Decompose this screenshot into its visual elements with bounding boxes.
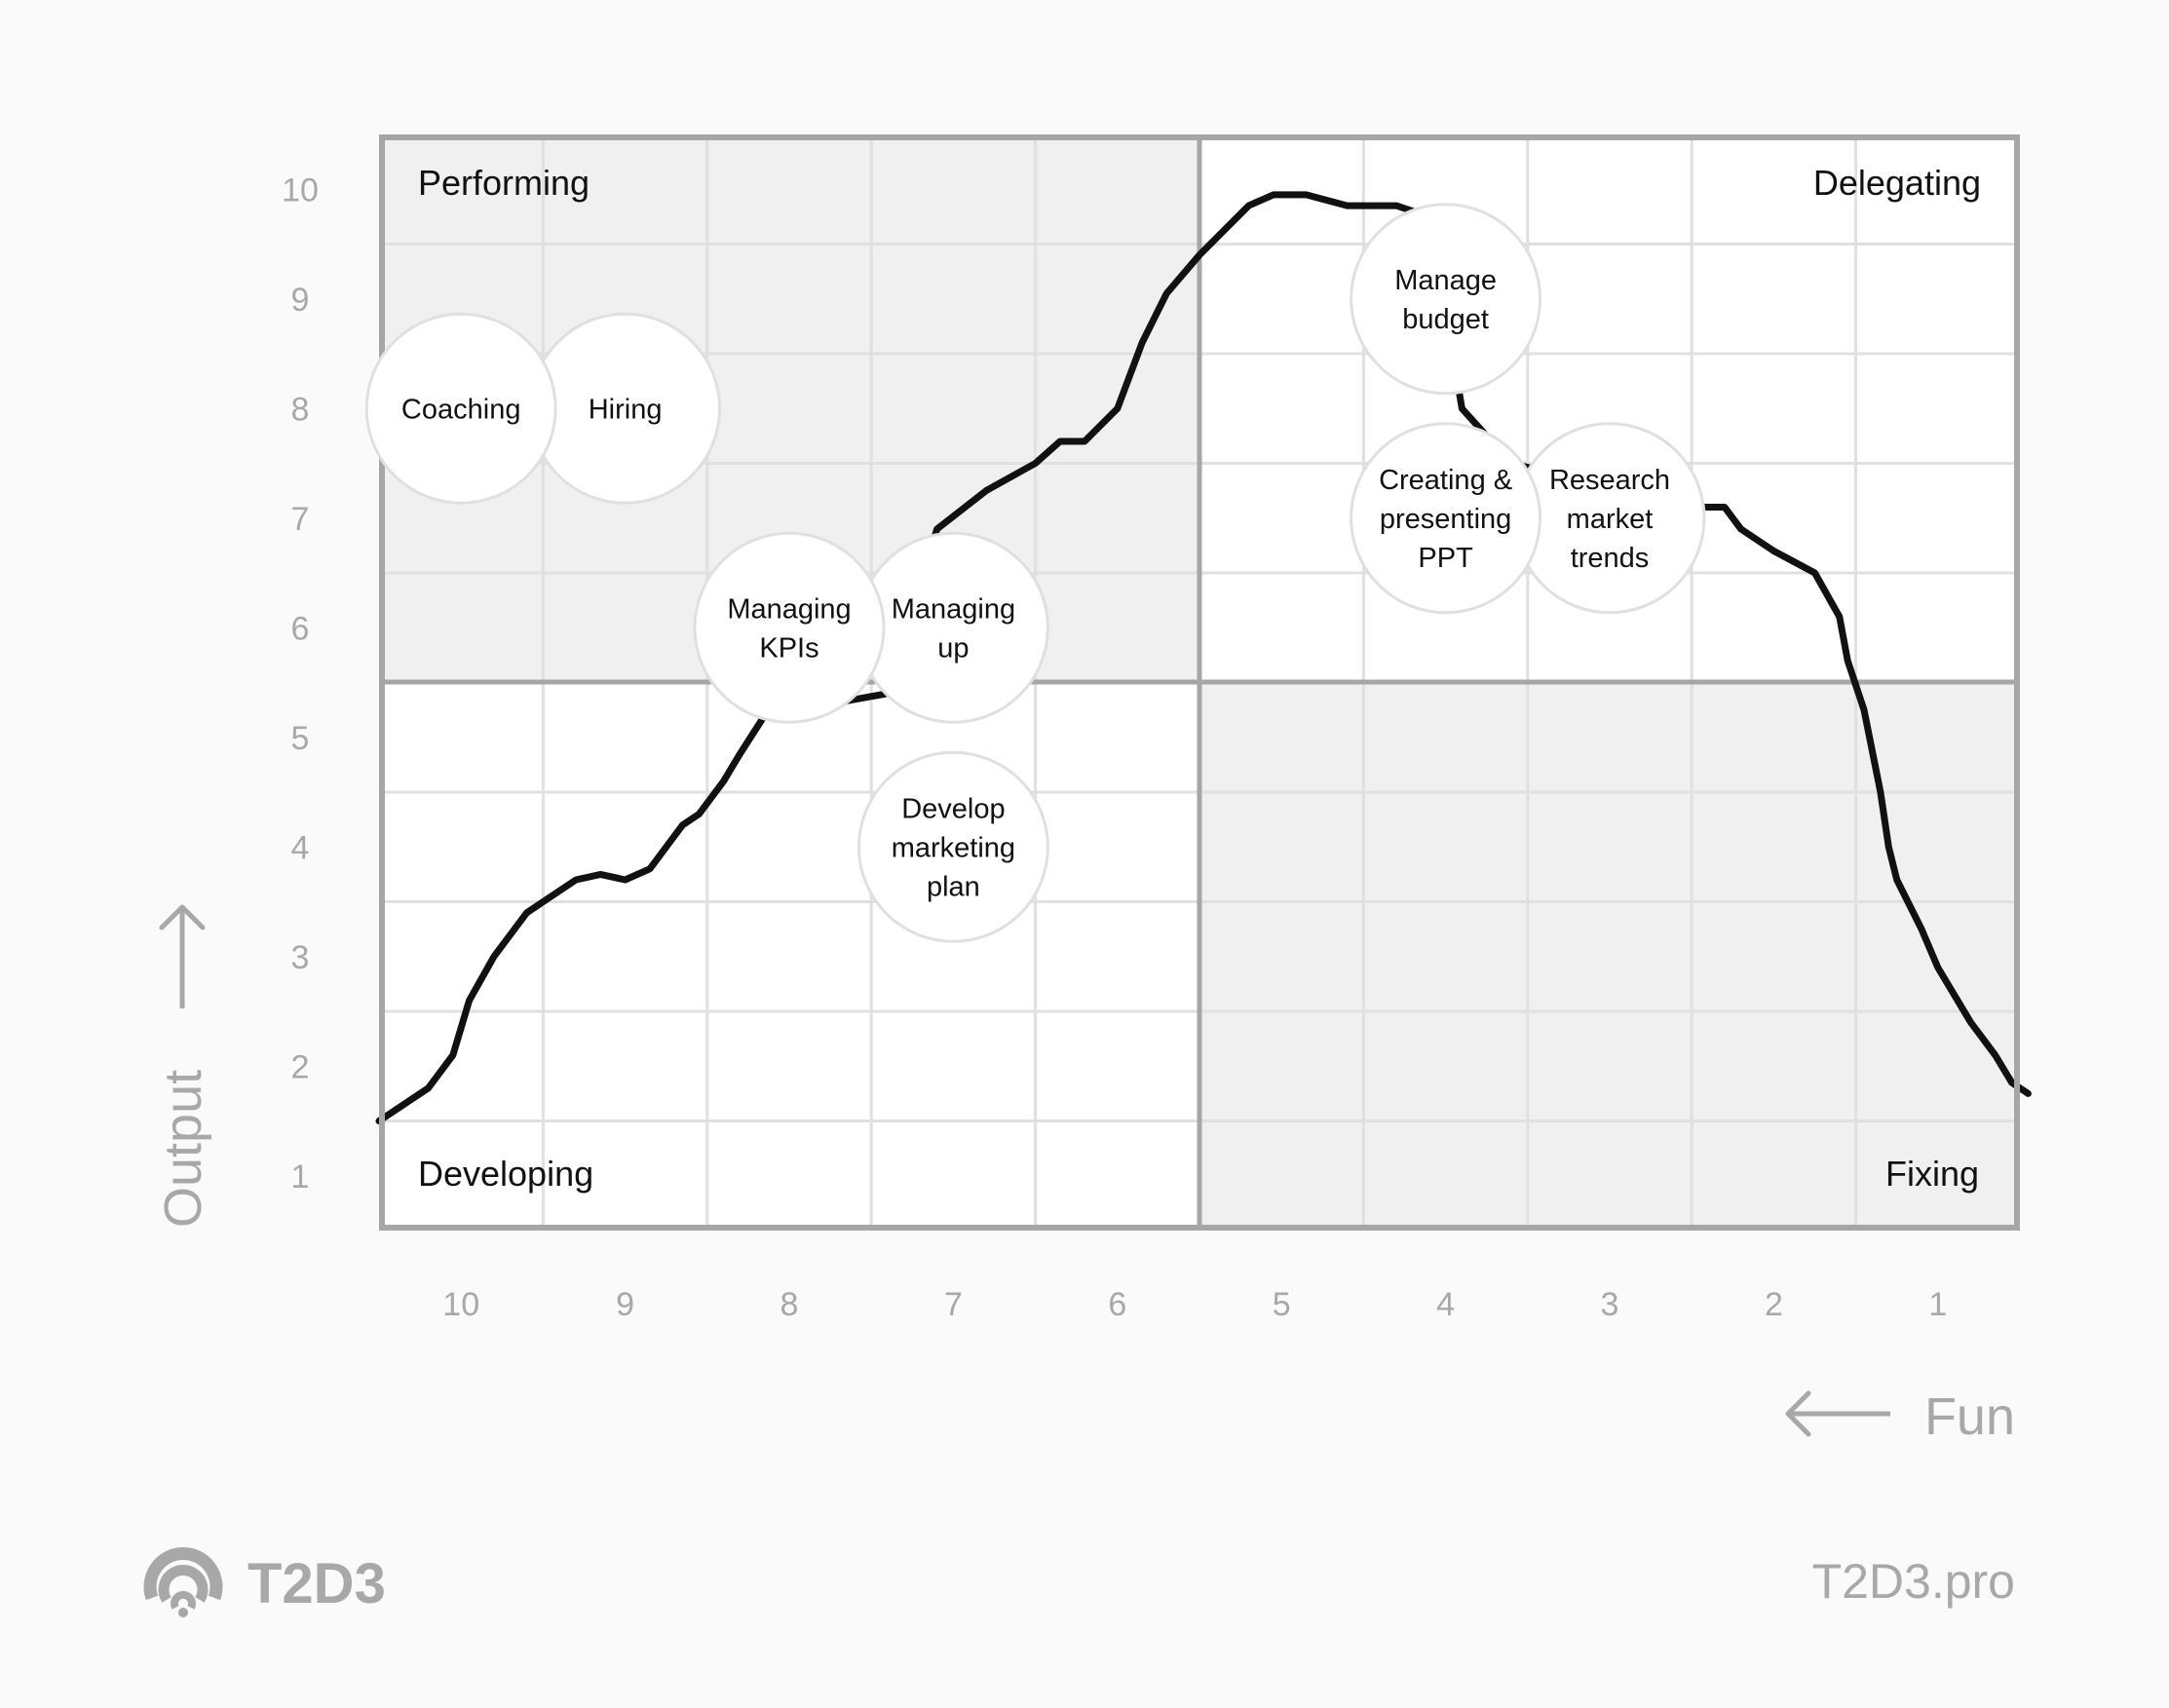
- quadrant-label-delegating: Delegating: [1813, 163, 1981, 203]
- x-tick-label: 10: [442, 1286, 479, 1323]
- x-tick-label: 3: [1601, 1286, 1619, 1323]
- bubble-label: trends: [1571, 543, 1650, 574]
- y-tick-label: 4: [291, 829, 310, 866]
- bubble-develop-marketing-plan: Develop marketing plan: [856, 750, 1049, 943]
- bubble-label: budget: [1402, 304, 1489, 335]
- y-axis-title: Output: [154, 1070, 212, 1228]
- bubble-label: Creating &: [1379, 465, 1512, 496]
- y-tick-label: 5: [291, 720, 310, 757]
- y-tick-label: 2: [291, 1048, 310, 1085]
- up-arrow-head-icon: [159, 904, 206, 930]
- bubble-label: Develop: [901, 793, 1005, 824]
- bubble-label: Managing: [727, 593, 851, 625]
- bubble-managing-kpis: Managing KPIs: [693, 531, 886, 724]
- x-tick-label: 9: [616, 1286, 634, 1323]
- bubble-label: presenting: [1380, 504, 1511, 535]
- brand-logo: T2D3: [143, 1547, 386, 1617]
- quadrant-developing-bg: [379, 682, 1199, 1231]
- y-tick-label: 3: [291, 939, 310, 976]
- y-tick-label: 10: [282, 171, 319, 209]
- quadrant-label-developing: Developing: [418, 1154, 593, 1194]
- y-tick-label: 9: [291, 282, 310, 319]
- bubble-coaching: Coaching: [364, 312, 557, 505]
- bubble-manage-budget: Manage budget: [1350, 203, 1542, 396]
- bubble-label: marketing: [892, 832, 1015, 863]
- bubble-label: market: [1567, 504, 1654, 535]
- x-axis-ticks: 10 9 8 7 6 5 4 3 2 1: [442, 1286, 1947, 1323]
- quadrant-fixing-bg: [1199, 682, 2020, 1231]
- bubble-managing-up: Managing up: [856, 531, 1049, 724]
- y-axis-ticks: 10 9 8 7 6 5 4 3 2 1: [282, 171, 319, 1196]
- bubble-label: Hiring: [589, 394, 663, 425]
- y-tick-label: 1: [291, 1158, 310, 1196]
- bubble-research-market-trends: Research market trends: [1513, 422, 1706, 615]
- bubble-label: up: [937, 632, 969, 664]
- site-url: T2D3.pro: [1812, 1554, 2015, 1609]
- quadrant-label-performing: Performing: [418, 163, 590, 203]
- bubble-label: Research: [1549, 465, 1670, 496]
- brand-name: T2D3: [247, 1552, 386, 1615]
- x-tick-label: 2: [1765, 1286, 1783, 1323]
- x-tick-label: 7: [944, 1286, 963, 1323]
- chart-frame: [379, 134, 2020, 1231]
- bubble-label: PPT: [1418, 543, 1473, 574]
- bubble-label: Managing: [892, 593, 1015, 625]
- bubbles: Hiring Coaching Managing up Managing KPIs Deve…: [364, 203, 1706, 943]
- bubble-label: plan: [927, 871, 980, 902]
- y-tick-label: 8: [291, 391, 310, 428]
- x-tick-label: 8: [780, 1286, 799, 1323]
- x-tick-label: 4: [1436, 1286, 1455, 1323]
- y-tick-label: 6: [291, 610, 310, 647]
- signal-logo-icon: [143, 1547, 223, 1610]
- x-tick-label: 1: [1928, 1286, 1947, 1323]
- bubble-label: Manage: [1394, 265, 1497, 296]
- x-axis-title-group: Fun: [1785, 1387, 2015, 1446]
- left-arrow-head-icon: [1785, 1390, 1811, 1437]
- x-tick-label: 6: [1108, 1286, 1126, 1323]
- bubble-hiring: Hiring: [529, 312, 722, 505]
- bubble-label: KPIs: [759, 632, 818, 664]
- y-axis-title-group: Output: [154, 904, 212, 1228]
- x-axis-title: Fun: [1924, 1387, 2015, 1446]
- signal-dot: [178, 1608, 188, 1617]
- bubble-label: Coaching: [401, 394, 521, 425]
- y-tick-label: 7: [291, 501, 310, 538]
- x-tick-label: 5: [1273, 1286, 1291, 1323]
- trend-curve: [375, 191, 2032, 1124]
- bubble-creating-presenting-ppt: Creating & presenting PPT: [1350, 422, 1542, 615]
- quadrant-label-fixing: Fixing: [1885, 1154, 1979, 1194]
